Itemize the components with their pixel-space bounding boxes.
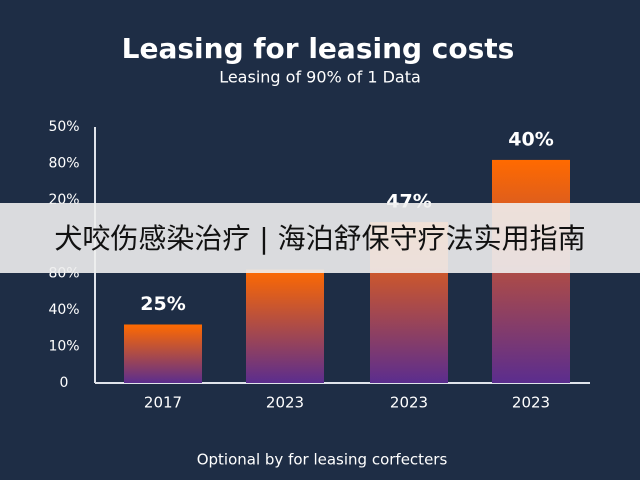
y-tick-label: 80% (48, 156, 79, 172)
y-tick-label: 40% (48, 302, 79, 318)
bar (124, 324, 202, 383)
x-tick-label: 2017 (144, 394, 182, 412)
footer-note: Optional by for leasing corfecters (197, 451, 448, 469)
bar-label: 25% (140, 293, 185, 315)
banner-bg (0, 203, 640, 273)
bar (246, 269, 324, 383)
x-tick-label: 2023 (512, 394, 550, 412)
bar-label: 40% (508, 128, 553, 150)
y-tick-label: 50% (48, 119, 79, 135)
chart-title: Leasing for leasing costs (122, 32, 515, 65)
x-tick-label: 2023 (266, 394, 304, 412)
chart-subtitle: Leasing of 90% of 1 Data (219, 68, 421, 87)
y-tick-label: 0 (60, 375, 69, 391)
y-tick-label: 10% (48, 338, 79, 354)
x-tick-label: 2023 (390, 394, 428, 412)
banner-text: 犬咬伤感染治疗 | 海泊舒保守疗法实用指南 (54, 222, 585, 255)
